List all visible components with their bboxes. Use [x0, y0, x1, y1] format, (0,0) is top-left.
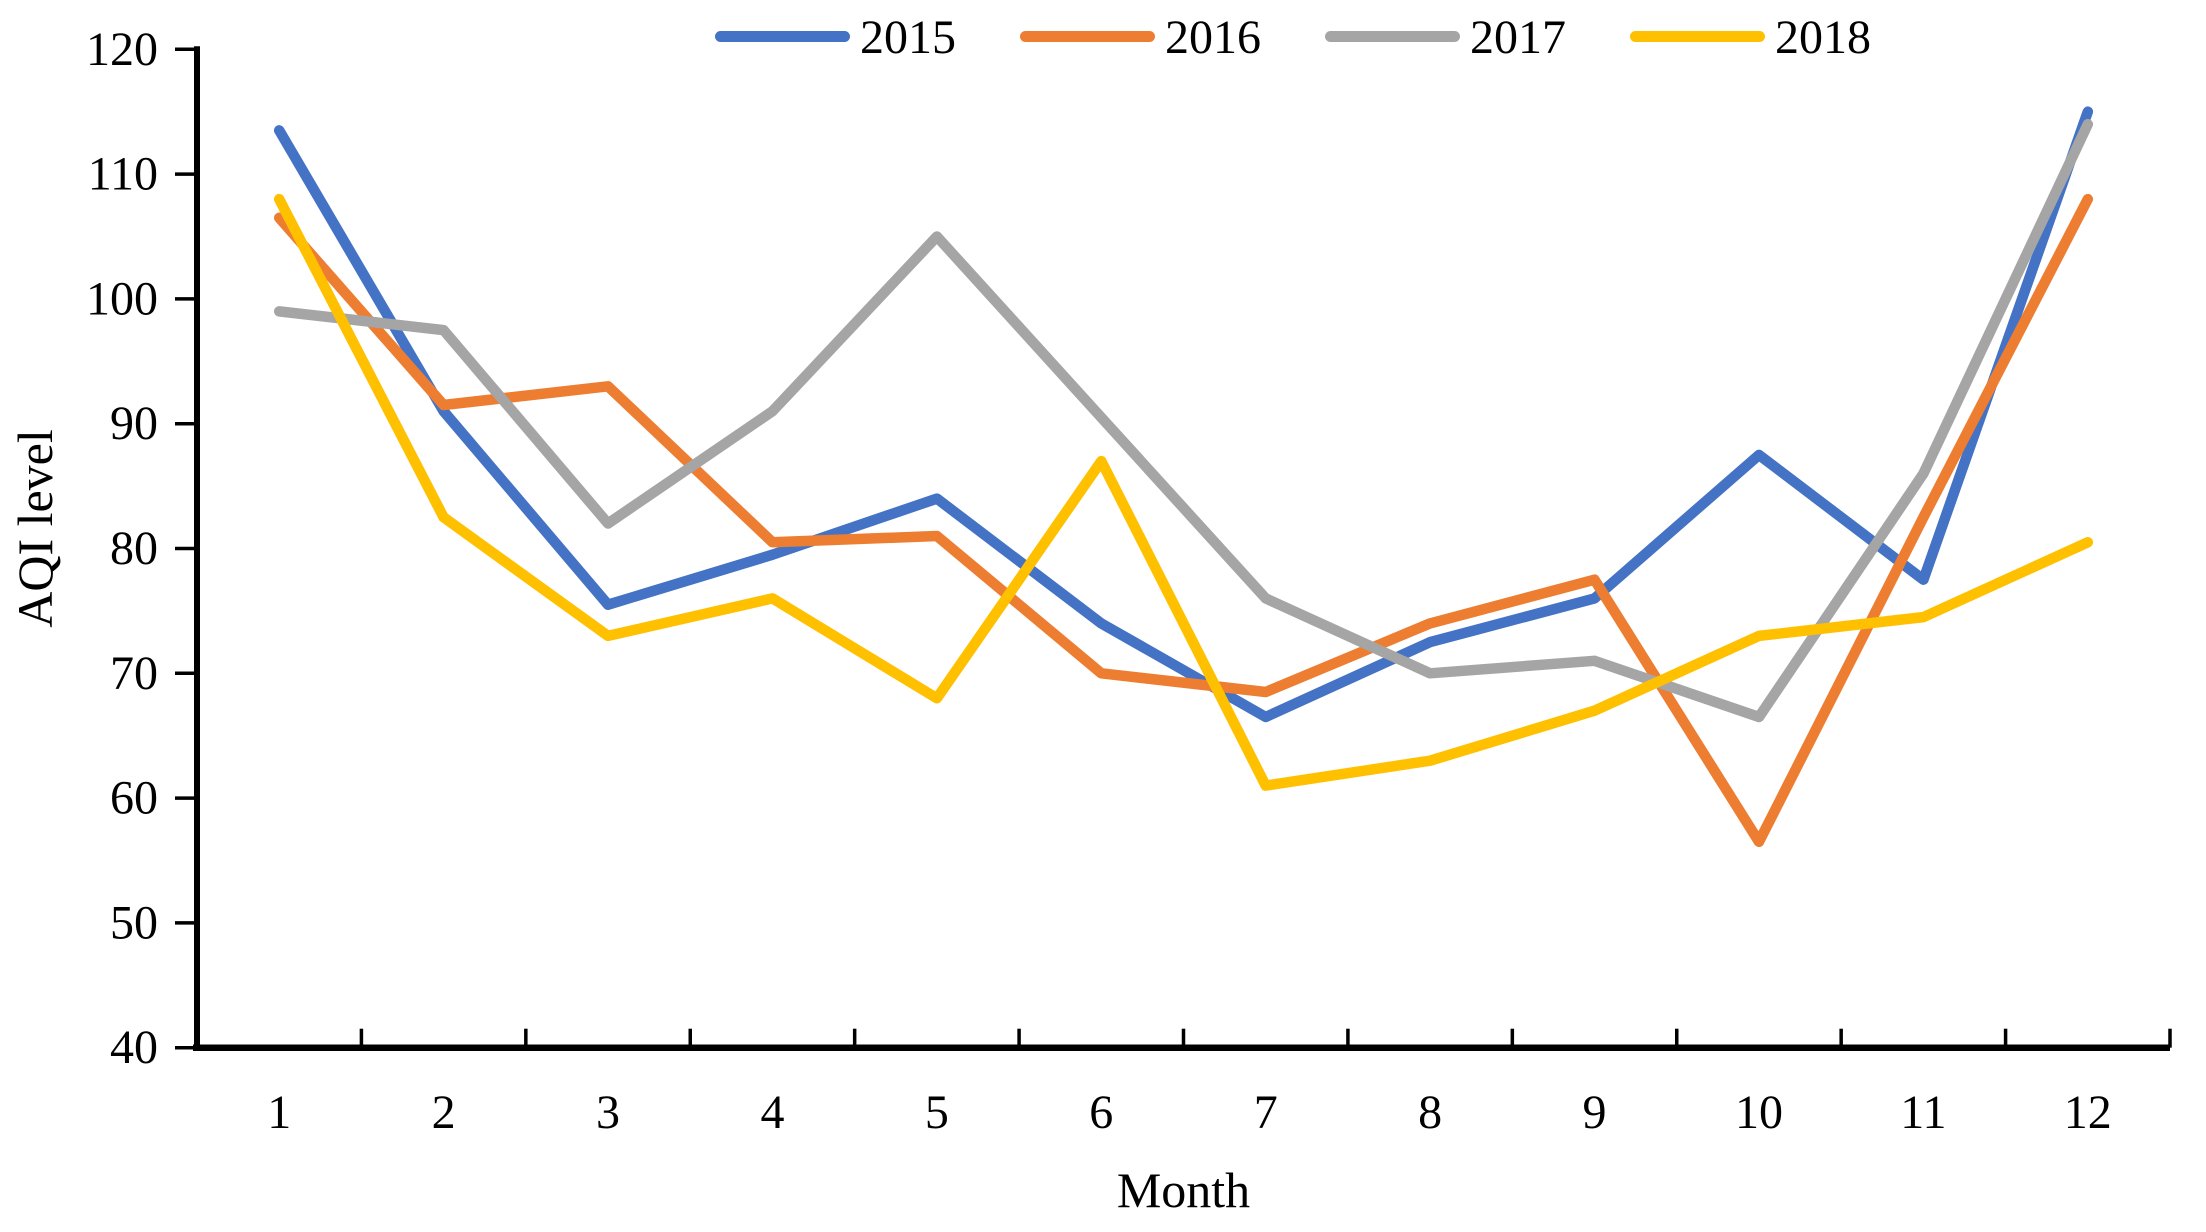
- x-tick-label-8: 8: [1418, 1086, 1442, 1139]
- series-lines: [273, 106, 2094, 848]
- y-tick-label-100: 100: [86, 272, 158, 325]
- x-tick-label-3: 3: [596, 1086, 620, 1139]
- series-line-2015: [273, 106, 2094, 723]
- y-tick-label-120: 120: [86, 23, 158, 76]
- x-tick-label-11: 11: [1900, 1086, 1946, 1139]
- y-tick-label-90: 90: [110, 397, 158, 450]
- x-tick-label-9: 9: [1583, 1086, 1607, 1139]
- legend-label-2017: 2017: [1470, 11, 1566, 64]
- x-axis-title: Month: [1117, 1162, 1250, 1218]
- x-tick-label-4: 4: [760, 1086, 784, 1139]
- y-axis-ticks: 120 110 100 90 80 70 60 50 40: [86, 23, 197, 1074]
- x-tick-label-12: 12: [2064, 1086, 2112, 1139]
- x-tick-label-1: 1: [267, 1086, 291, 1139]
- legend-swatch-2018: [1630, 31, 1765, 42]
- legend-label-2015: 2015: [860, 11, 956, 64]
- series-line-2016: [273, 193, 2094, 848]
- legend: 2015 2016 2017 2018: [715, 11, 1871, 64]
- series-line-2017: [273, 118, 2094, 723]
- y-tick-label-110: 110: [88, 148, 158, 201]
- legend-swatch-2016: [1020, 31, 1155, 42]
- x-tick-label-5: 5: [925, 1086, 949, 1139]
- x-tick-label-6: 6: [1089, 1086, 1113, 1139]
- y-axis-title: AQI level: [7, 429, 63, 628]
- y-tick-label-80: 80: [110, 522, 158, 575]
- y-tick-label-60: 60: [110, 772, 158, 825]
- x-tick-label-7: 7: [1254, 1086, 1278, 1139]
- x-axis-ticks: 1 2 3 4 5 6 7 8 9 10 11 12: [195, 1028, 2172, 1139]
- legend-label-2018: 2018: [1775, 11, 1871, 64]
- legend-swatch-2017: [1325, 31, 1460, 42]
- x-tick-label-2: 2: [432, 1086, 456, 1139]
- y-tick-label-70: 70: [110, 647, 158, 700]
- y-tick-label-40: 40: [110, 1021, 158, 1074]
- x-tick-label-10: 10: [1735, 1086, 1783, 1139]
- y-tick-label-50: 50: [110, 896, 158, 949]
- legend-label-2016: 2016: [1165, 11, 1261, 64]
- series-line-2018: [273, 193, 2094, 791]
- legend-swatch-2015: [715, 31, 850, 42]
